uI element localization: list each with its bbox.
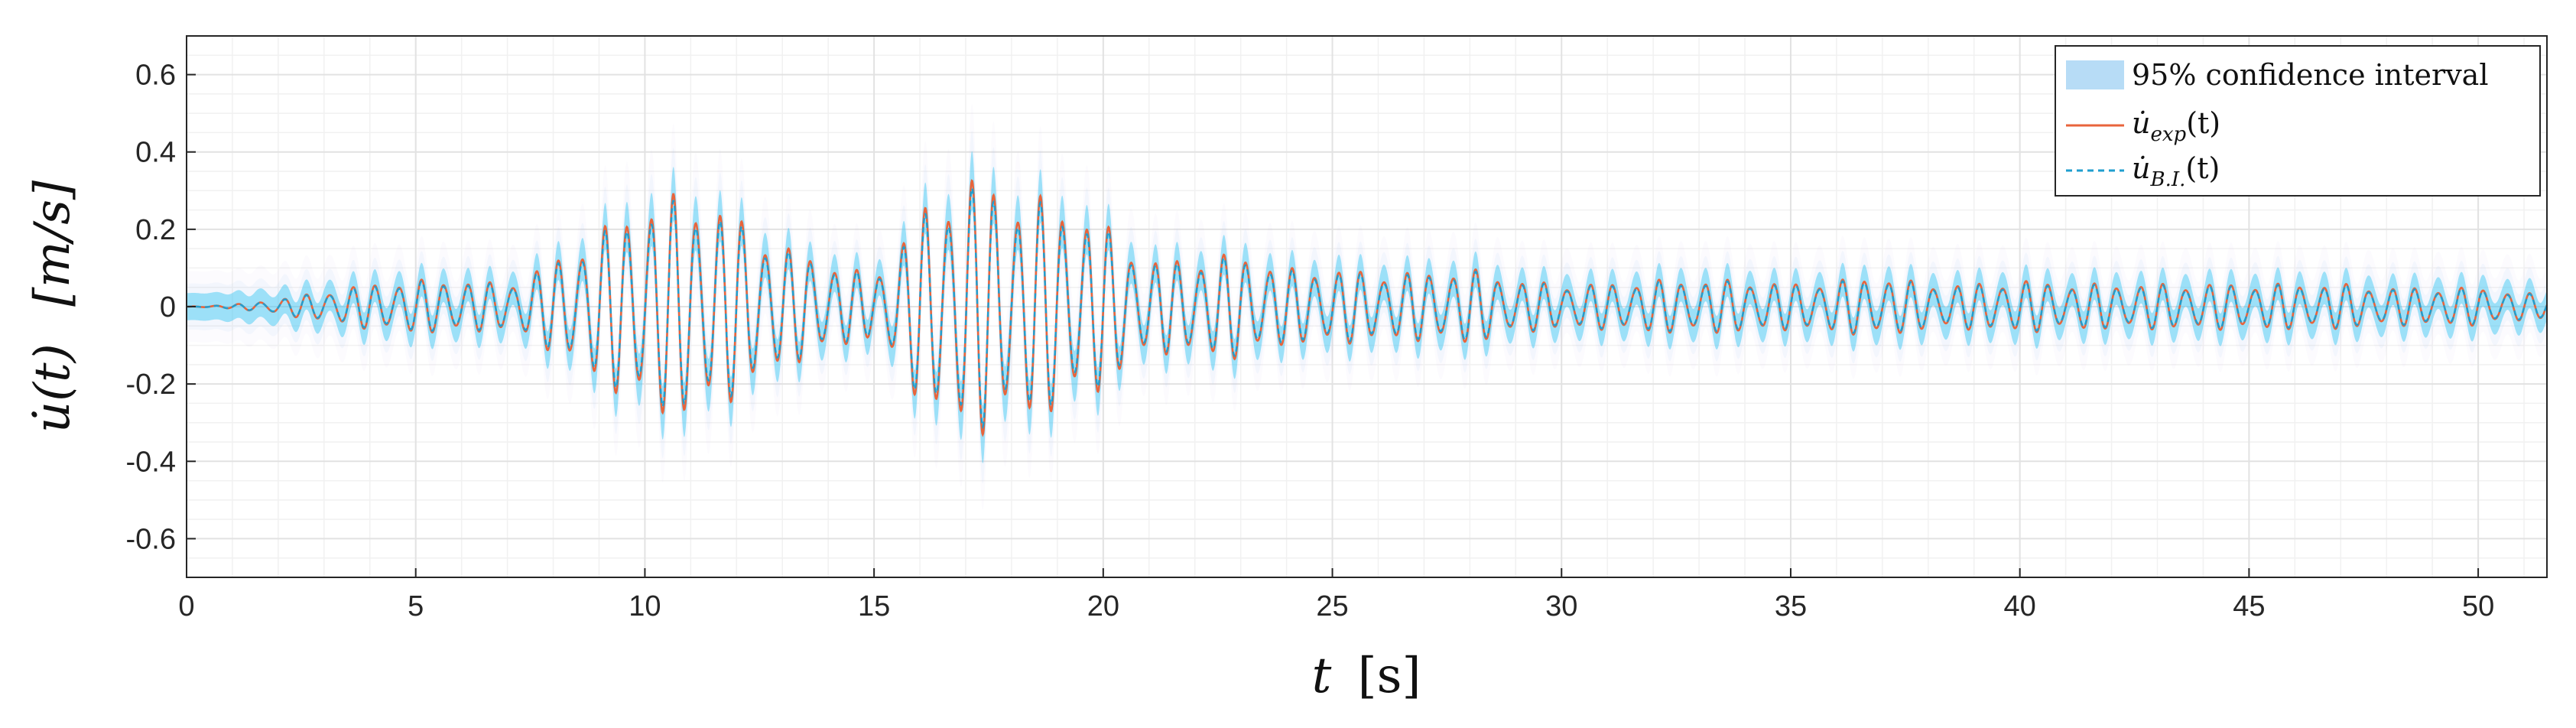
x-tick-label: 35 (1775, 590, 1807, 622)
y-axis-label: u̇(t) [m/s] (24, 180, 81, 433)
y-tick-label: -0.4 (126, 446, 176, 478)
y-tick-label: -0.2 (126, 369, 176, 401)
y-tick-label: 0 (160, 291, 176, 323)
x-tick-label: 20 (1087, 590, 1119, 622)
x-tick-label: 30 (1545, 590, 1577, 622)
x-axis-ticks: 0 5 10 15 20 25 30 35 40 45 50 (178, 568, 2494, 622)
legend-patch-confidence (2066, 60, 2124, 89)
y-tick-label: -0.6 (126, 523, 176, 555)
x-tick-label: 0 (178, 590, 194, 622)
y-tick-label: 0.4 (135, 137, 176, 169)
legend-label-exp: u̇exp(t) (2132, 106, 2220, 146)
x-tick-label: 45 (2233, 590, 2265, 622)
series-bi-line (187, 187, 2548, 430)
y-tick-label: 0.2 (135, 214, 176, 246)
x-axis-label: t [s] (1312, 648, 1421, 704)
y-axis-ticks: -0.6 -0.4 -0.2 0 0.2 0.4 0.6 (126, 60, 196, 555)
x-tick-label: 25 (1316, 590, 1348, 622)
legend-box (2055, 45, 2541, 197)
x-tick-label: 15 (858, 590, 890, 622)
x-tick-label: 40 (2004, 590, 2036, 622)
legend: 95% confidence interval u̇exp(t) u̇B.I.(… (2055, 45, 2541, 197)
legend-label-confidence: 95% confidence interval (2132, 58, 2488, 92)
x-tick-label: 50 (2462, 590, 2494, 622)
x-tick-label: 10 (629, 590, 661, 622)
y-tick-label: 0.6 (135, 60, 176, 92)
legend-label-bi: u̇B.I.(t) (2132, 151, 2220, 191)
series-layer (187, 179, 2548, 437)
x-tick-label: 5 (408, 590, 424, 622)
